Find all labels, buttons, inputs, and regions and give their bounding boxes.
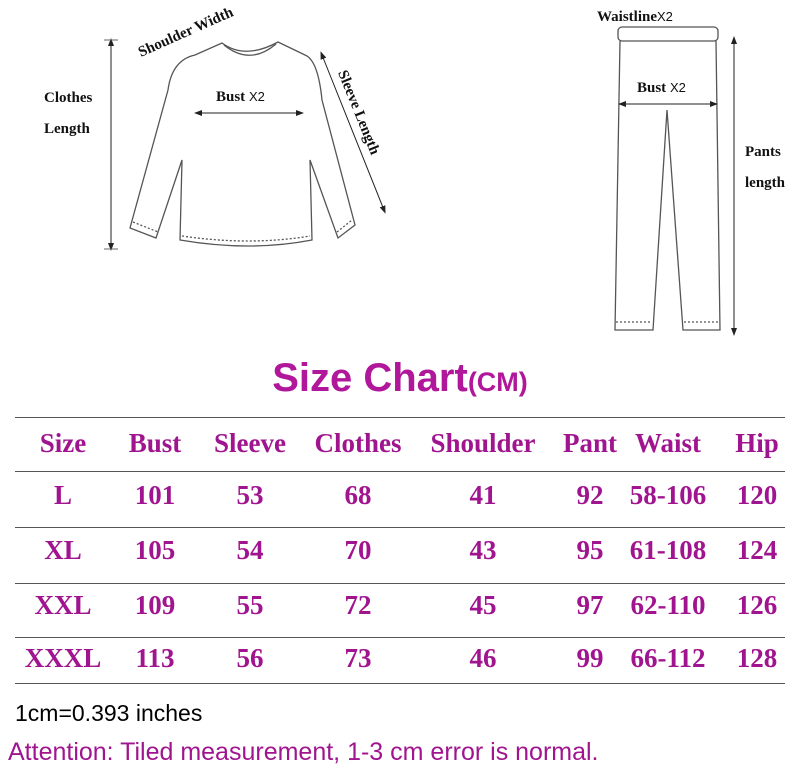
waistline-multiplier: X2 [657, 9, 673, 24]
table-cell: 66-112 [630, 643, 706, 673]
table-cell: 92 [576, 480, 604, 510]
sleeve-length-arrow [320, 51, 386, 214]
bust-label-text: Bust [216, 89, 246, 105]
bust-label: Bust X2 [216, 89, 265, 106]
column-header: Sleeve [214, 428, 286, 458]
conversion-note: 1cm=0.393 inches [15, 700, 203, 726]
column-header: Size [39, 428, 87, 458]
clothes-length-label-1: Clothes [44, 90, 93, 106]
table-cell: 72 [344, 590, 372, 620]
table-divider [15, 527, 785, 528]
table-cell: 105 [134, 535, 176, 565]
table-cell: XXL [34, 590, 92, 620]
pants-bust-multiplier: X2 [669, 80, 686, 95]
table-cell: 43 [469, 535, 497, 565]
table-cell: 113 [135, 643, 175, 673]
table-cell: 70 [344, 535, 372, 565]
clothes-length-label-2: Length [44, 121, 90, 137]
column-header: Waist [634, 428, 702, 458]
table-cell: 55 [236, 590, 264, 620]
page-title: Size Chart(CM) [0, 356, 800, 401]
table-cell: L [53, 480, 73, 510]
table-cell: 128 [736, 643, 778, 673]
table-cell: 46 [469, 643, 497, 673]
table-divider [15, 471, 785, 472]
table-divider [15, 683, 785, 684]
pants-bust-label: Bust X2 [637, 80, 686, 97]
pants-bust-label-text: Bust [637, 80, 667, 96]
waistline-label-text: Waistline [597, 9, 658, 25]
shirt-outline [129, 41, 356, 247]
table-cell: 124 [736, 535, 778, 565]
attention-note: Attention: Tiled measurement, 1-3 cm err… [8, 738, 599, 766]
pants-length-label-1: Pants [745, 144, 781, 160]
column-header: Pant [563, 428, 617, 458]
table-cell: 54 [236, 535, 264, 565]
table-cell: 61-108 [629, 535, 707, 565]
table-divider [15, 637, 785, 638]
table-cell: 97 [576, 590, 604, 620]
waistline-label: WaistlineX2 [597, 9, 673, 26]
column-header: Bust [128, 428, 182, 458]
title-main: Size Chart [272, 356, 468, 400]
pants-length-label-2: length [745, 175, 786, 191]
table-cell: 53 [236, 480, 264, 510]
table-cell: 95 [576, 535, 604, 565]
table-cell: 68 [344, 480, 372, 510]
table-cell: XXXL [24, 643, 102, 673]
table-cell: 120 [736, 480, 778, 510]
garment-diagram [104, 26, 737, 336]
table-cell: 58-106 [629, 480, 707, 510]
table-cell: 41 [469, 480, 497, 510]
pants-outline [614, 26, 721, 331]
table-cell: 126 [736, 590, 778, 620]
table-cell: 99 [576, 643, 604, 673]
bust-multiplier: X2 [248, 89, 265, 104]
column-header: Clothes [314, 428, 402, 458]
table-cell: XL [44, 535, 82, 565]
table-cell: 101 [134, 480, 176, 510]
table-cell: 45 [469, 590, 497, 620]
table-cell: 109 [134, 590, 176, 620]
table-cell: 73 [344, 643, 372, 673]
table-divider [15, 583, 785, 584]
table-divider [15, 417, 785, 418]
column-header: Hip [735, 428, 779, 458]
column-header: Shoulder [430, 428, 536, 458]
table-cell: 62-110 [630, 590, 706, 620]
title-unit: (CM) [467, 367, 528, 397]
table-cell: 56 [236, 643, 264, 673]
